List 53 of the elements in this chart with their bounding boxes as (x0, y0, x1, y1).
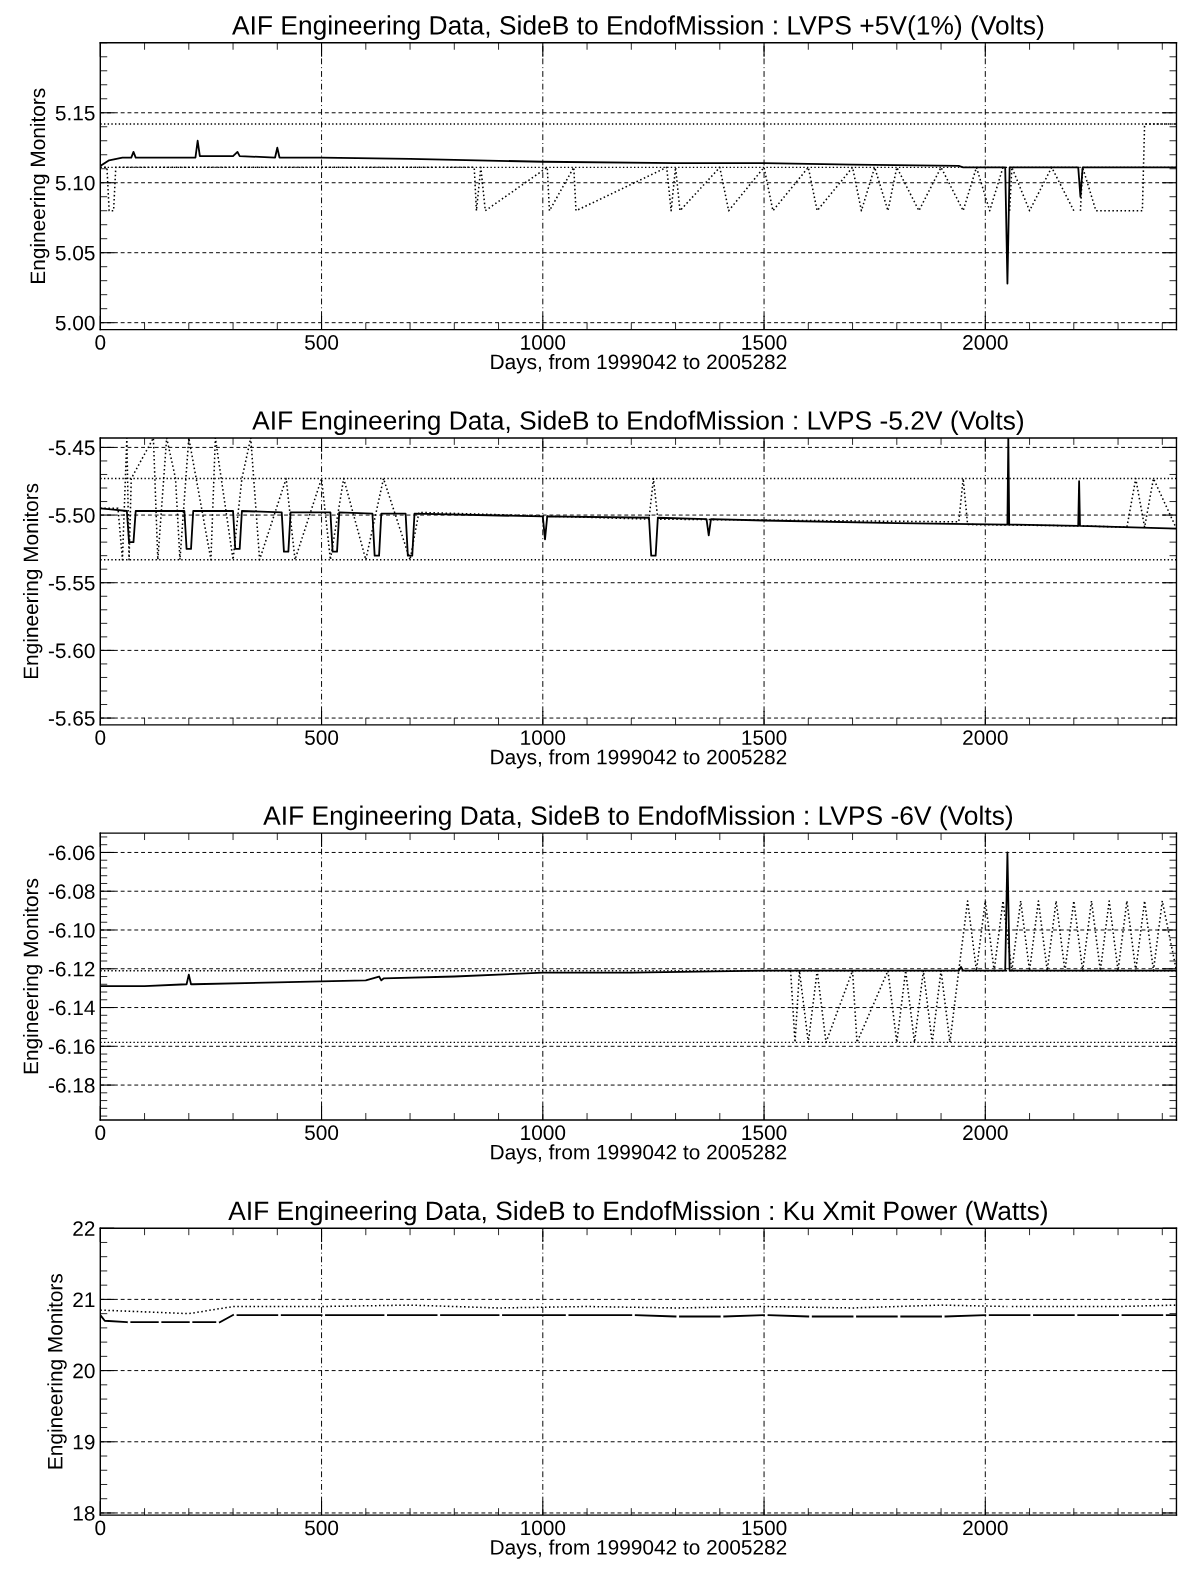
y-tick-label: 5.05 (55, 245, 95, 261)
x-tick-label: 0 (95, 1125, 106, 1141)
x-tick-label: 1500 (742, 1125, 787, 1141)
x-tick-label: 1500 (742, 730, 787, 745)
y-tick-label: 5.00 (55, 315, 95, 331)
y-tick-label: -5.50 (48, 508, 95, 523)
y-tick-label: 5.15 (55, 105, 95, 121)
x-tick-label: 2000 (963, 1125, 1008, 1141)
y-tick-label: -6.16 (48, 1039, 95, 1055)
x-axis-title: Days, from 1999042 to 2005282 (491, 749, 787, 769)
x-axis-title: Days, from 1999042 to 2005282 (491, 1144, 787, 1164)
y-tick-label: -5.45 (48, 440, 95, 456)
y-tick-label: -6.14 (48, 1000, 95, 1016)
chart-title: AIF Engineering Data, SideB to EndofMission : LVPS -5.2V (Volts) (252, 410, 1024, 436)
y-axis-title: Engineering Monitors (29, 88, 50, 283)
x-tick-label: 1000 (521, 1125, 566, 1141)
y-tick-label: -5.60 (48, 643, 95, 659)
x-tick-label: 500 (305, 1520, 339, 1536)
y-tick-label: -6.08 (48, 884, 95, 899)
x-tick-label: 1000 (521, 335, 566, 350)
x-tick-label: 1000 (521, 730, 566, 745)
y-tick-label: -5.55 (48, 575, 95, 591)
y-axis-title: Engineering Monitors (22, 483, 43, 679)
y-axis-title: Engineering Monitors (47, 1273, 67, 1469)
y-tick-label: 5.10 (55, 175, 95, 191)
x-tick-label: 500 (305, 335, 339, 350)
x-axis-title: Days, from 1999042 to 2005282 (491, 1539, 787, 1559)
x-tick-label: 1500 (742, 335, 787, 350)
x-axis-title: Days, from 1999042 to 2005282 (491, 353, 787, 374)
y-tick-label: -5.65 (48, 711, 95, 726)
y-tick-label: -6.06 (48, 845, 95, 861)
x-tick-label: 500 (305, 730, 339, 745)
chart-title: AIF Engineering Data, SideB to EndofMission : LVPS -6V (Volts) (263, 805, 1013, 831)
x-tick-label: 0 (95, 1520, 106, 1536)
y-tick-label: 21 (73, 1292, 95, 1307)
y-tick-label: 19 (73, 1434, 95, 1450)
y-tick-label: -6.12 (48, 961, 95, 977)
x-tick-label: 2000 (963, 335, 1008, 350)
x-tick-label: 500 (305, 1125, 339, 1141)
x-tick-label: 1500 (742, 1520, 787, 1536)
chart-title: AIF Engineering Data, SideB to EndofMission : Ku Xmit Power (Watts) (228, 1200, 1047, 1226)
x-tick-label: 1000 (521, 1520, 566, 1536)
y-tick-label: -6.18 (48, 1078, 95, 1093)
y-axis-title: Engineering Monitors (22, 878, 43, 1074)
x-tick-label: 2000 (963, 730, 1008, 745)
x-tick-label: 2000 (963, 1520, 1008, 1536)
y-tick-label: 22 (73, 1221, 95, 1236)
y-tick-label: 18 (73, 1505, 95, 1521)
y-tick-label: 20 (73, 1363, 95, 1379)
y-tick-label: -6.10 (48, 923, 95, 938)
x-tick-label: 0 (95, 335, 106, 350)
chart-title: AIF Engineering Data, SideB to EndofMission : LVPS +5V(1%) (Volts) (232, 15, 1044, 40)
x-tick-label: 0 (95, 730, 106, 745)
